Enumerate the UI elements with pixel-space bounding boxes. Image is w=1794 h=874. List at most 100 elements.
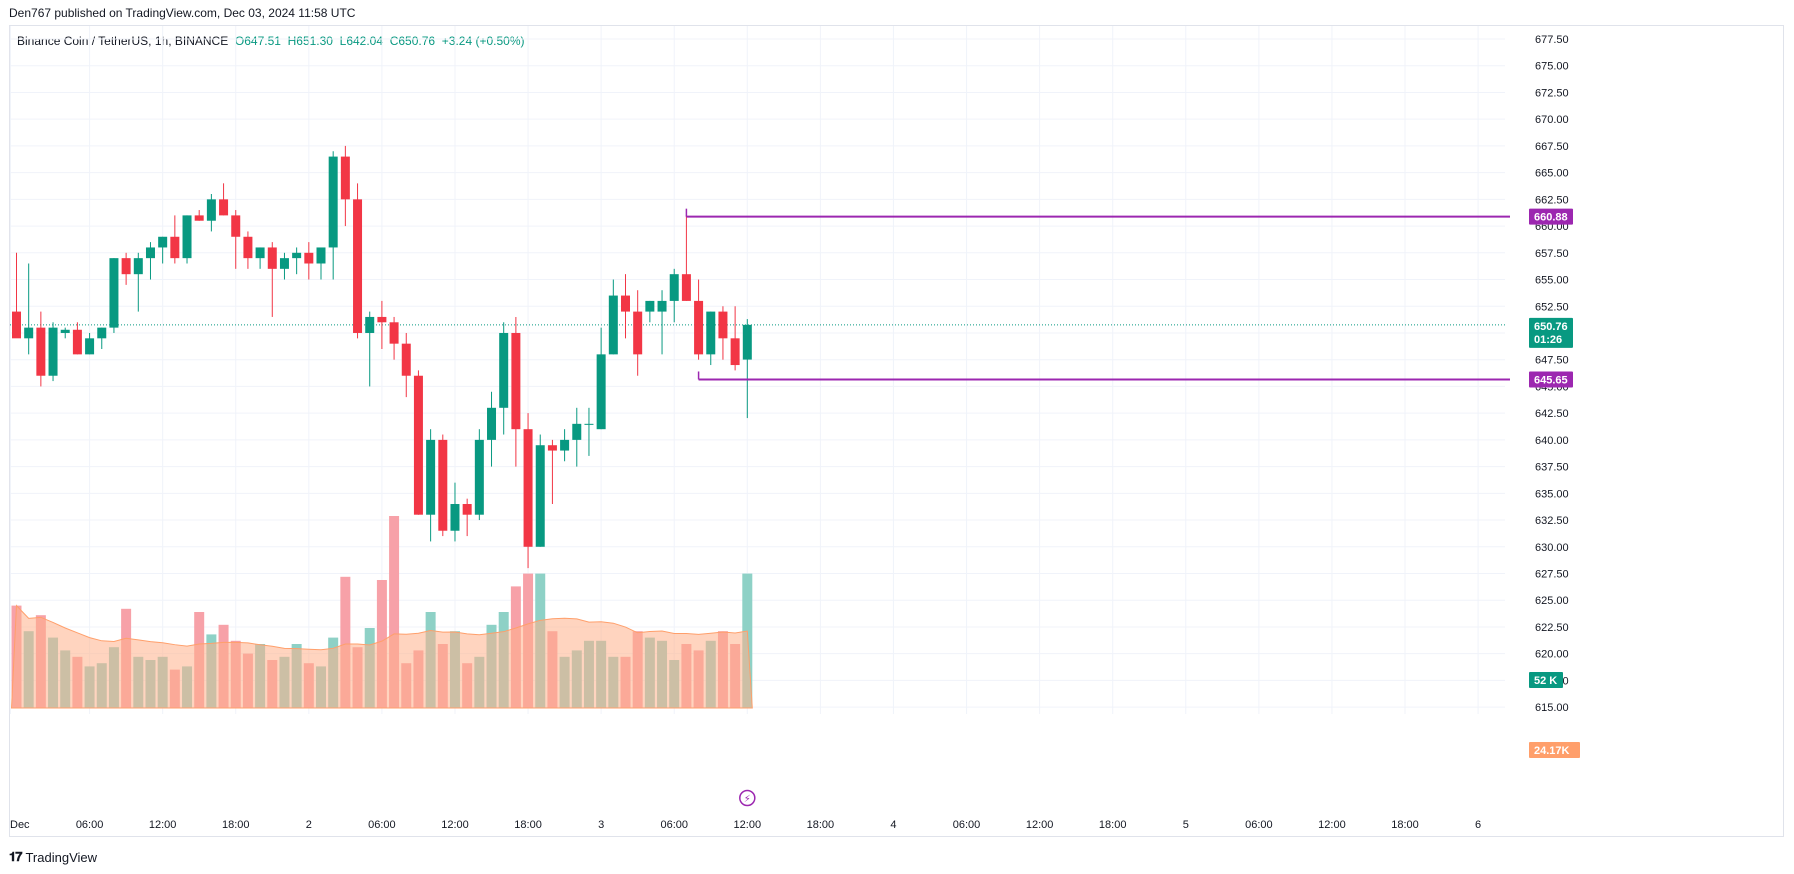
candle-body bbox=[730, 338, 740, 366]
price-tick-label: 672.50 bbox=[1535, 87, 1569, 99]
candle-body bbox=[450, 504, 460, 531]
candle bbox=[267, 242, 277, 317]
candle bbox=[304, 242, 314, 280]
price-tick-label: 615.00 bbox=[1535, 702, 1569, 714]
time-tick-label: 12:00 bbox=[149, 819, 177, 831]
candle bbox=[389, 316, 399, 360]
candle bbox=[36, 311, 46, 387]
time-tick-label: 18:00 bbox=[514, 819, 542, 831]
candle bbox=[413, 370, 423, 515]
candle-body bbox=[438, 439, 448, 531]
legend-high: H651.30 bbox=[287, 34, 333, 48]
candle bbox=[401, 332, 411, 398]
svg-text:⚡: ⚡ bbox=[744, 794, 751, 805]
price-line-tag-text: 645.65 bbox=[1534, 374, 1568, 386]
candle bbox=[596, 327, 606, 430]
candle-body bbox=[72, 329, 82, 355]
candle bbox=[24, 263, 34, 355]
candle-body bbox=[657, 300, 667, 312]
price-tick-label: 622.50 bbox=[1535, 622, 1569, 634]
volume-last-tag-text: 52 K bbox=[1534, 675, 1557, 687]
candle-body bbox=[97, 327, 107, 339]
candle-body bbox=[133, 258, 143, 275]
candle bbox=[292, 247, 302, 275]
price-tick-label: 657.50 bbox=[1535, 248, 1569, 260]
candle bbox=[243, 231, 253, 269]
volume-average-tag-text: 24.17K bbox=[1534, 745, 1570, 757]
candle bbox=[121, 252, 131, 285]
candle bbox=[657, 290, 667, 355]
candle bbox=[377, 300, 387, 350]
horizontal-price-line bbox=[697, 371, 1510, 381]
price-tick-label: 665.00 bbox=[1535, 168, 1569, 180]
candle-body bbox=[170, 236, 180, 259]
candle-body bbox=[645, 300, 655, 312]
candle bbox=[426, 429, 436, 542]
candle bbox=[487, 391, 497, 467]
candle-body bbox=[413, 375, 423, 515]
candle bbox=[12, 252, 21, 339]
candle bbox=[158, 236, 168, 264]
candle-body bbox=[158, 236, 168, 248]
legend-close: C650.76 bbox=[389, 34, 436, 48]
replay-icon[interactable]: ⚡ bbox=[739, 789, 756, 807]
candle bbox=[219, 183, 229, 216]
candle-body bbox=[669, 274, 679, 301]
candle-body bbox=[219, 199, 229, 216]
candle-body bbox=[681, 274, 691, 301]
candle bbox=[462, 498, 472, 537]
tradingview-logo[interactable]: 𝟏𝟕 TradingView bbox=[9, 849, 97, 865]
price-tick-label: 677.50 bbox=[1535, 34, 1569, 46]
last-price-tag-text: 650.76 bbox=[1534, 321, 1568, 333]
price-line-tag: 645.65 bbox=[1529, 371, 1573, 388]
last-price-tag-text: 01:26 bbox=[1534, 334, 1562, 346]
price-tick-label: 637.50 bbox=[1535, 462, 1569, 474]
time-tick-label: 5 bbox=[1183, 819, 1189, 831]
candle bbox=[706, 311, 716, 366]
candle-body bbox=[340, 156, 350, 200]
candle bbox=[560, 429, 570, 462]
volume-average-tag-bg bbox=[1529, 742, 1580, 758]
volume-average-area bbox=[10, 604, 753, 709]
candles bbox=[12, 145, 752, 569]
candle bbox=[145, 242, 155, 280]
candle-body bbox=[718, 311, 728, 339]
candle-body bbox=[742, 324, 752, 360]
symbol-title[interactable]: Binance Coin / TetherUS, 1h, BINANCE bbox=[17, 34, 229, 48]
time-tick-label: 2 bbox=[306, 819, 312, 831]
candle-body bbox=[560, 439, 570, 451]
candle bbox=[523, 413, 533, 569]
candle bbox=[499, 322, 509, 435]
candle-body bbox=[426, 439, 436, 515]
candle bbox=[255, 247, 265, 269]
candle-body bbox=[121, 258, 131, 275]
legend-open: O647.51 bbox=[234, 34, 281, 48]
price-line-tag-bg bbox=[1529, 208, 1573, 225]
candle-body bbox=[243, 236, 253, 259]
price-tick-label: 647.50 bbox=[1535, 355, 1569, 367]
time-tick-label: 06:00 bbox=[660, 819, 688, 831]
time-tick-label: 18:00 bbox=[222, 819, 250, 831]
candle-body bbox=[377, 316, 387, 323]
candle bbox=[133, 252, 143, 312]
price-line-tag: 660.88 bbox=[1529, 208, 1573, 225]
candle bbox=[72, 322, 82, 355]
candle bbox=[681, 215, 691, 301]
candle bbox=[584, 407, 594, 456]
price-lines bbox=[685, 208, 1510, 381]
price-tick-label: 625.00 bbox=[1535, 595, 1569, 607]
candle-body bbox=[353, 199, 363, 333]
candle bbox=[438, 434, 448, 537]
time-tick-label: 4 bbox=[890, 819, 896, 831]
candle bbox=[109, 258, 119, 333]
grid-lines bbox=[9, 26, 1505, 714]
candle-body bbox=[182, 215, 192, 259]
time-tick-label: 3 bbox=[598, 819, 604, 831]
price-tick-label: 627.50 bbox=[1535, 569, 1569, 581]
candle bbox=[535, 434, 545, 547]
brand-name: TradingView bbox=[25, 849, 98, 865]
candle-body bbox=[535, 445, 545, 547]
price-tick-label: 667.50 bbox=[1535, 141, 1569, 153]
